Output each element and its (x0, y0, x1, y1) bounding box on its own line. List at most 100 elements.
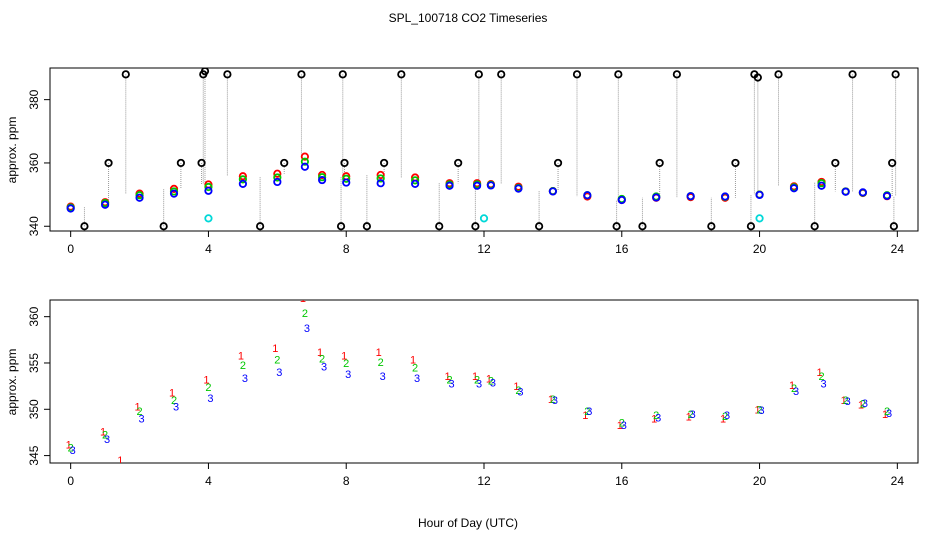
series-1-point: 1 (686, 412, 692, 424)
series-3-point: 3 (70, 445, 76, 457)
series-2-point: 2 (550, 394, 556, 406)
series-4-point (891, 70, 900, 79)
series-1-point: 1 (720, 414, 726, 426)
series-1-point (300, 152, 309, 161)
series-3-point (617, 195, 626, 205)
bottom-y-axis-label: approx. ppm (5, 349, 19, 416)
series-2-point (318, 173, 327, 182)
series-1-point: 1 (548, 394, 554, 406)
series-3-point: 3 (490, 377, 496, 389)
series-1-point: 1 (117, 455, 123, 467)
x-tick-label: 0 (67, 474, 74, 488)
series-3-point (583, 191, 592, 200)
series-2-point (411, 176, 420, 185)
series-2-point: 2 (843, 395, 849, 407)
series-1-point: 1 (238, 351, 244, 363)
series-1-point: 1 (134, 402, 140, 414)
series-4-point (831, 158, 840, 168)
series-1-point: 1 (513, 381, 519, 393)
series-1-point: 1 (66, 439, 72, 451)
series-2-point: 2 (474, 375, 480, 387)
series-4-point (256, 222, 265, 231)
series-2-point: 2 (319, 353, 325, 365)
series-3-point: 3 (552, 395, 558, 407)
series-4-point (340, 158, 349, 168)
series-2-point: 2 (653, 410, 659, 422)
x-tick-label: 24 (891, 242, 905, 256)
series-3-point (445, 181, 454, 190)
x-tick-label: 24 (891, 474, 905, 488)
series-2-point: 2 (68, 442, 74, 454)
series-4-point (159, 222, 168, 231)
series-1-point: 1 (100, 427, 106, 439)
bottom-y-ticks: 345 350 355 360 (27, 306, 50, 466)
series-2-point: 2 (488, 376, 494, 388)
series-3-point: 3 (862, 398, 868, 410)
series-3-point (841, 187, 850, 196)
y-tick-label: 380 (27, 89, 41, 109)
series-2-point: 2 (343, 358, 349, 370)
series-1-point: 1 (841, 395, 847, 407)
series-3-point: 3 (655, 413, 661, 425)
series-3-point (66, 204, 75, 213)
x-tick-label: 0 (67, 242, 74, 256)
y-tick-label: 360 (27, 306, 41, 326)
series-4-point (176, 158, 185, 168)
series-3-point (342, 178, 351, 187)
series-2-point (204, 182, 213, 192)
series-3-point: 3 (242, 373, 248, 385)
series-4-point (297, 70, 306, 79)
series-3-point (169, 189, 179, 198)
series-4-point (535, 222, 544, 231)
series-1-point: 1 (816, 367, 822, 379)
series-3-point: 3 (758, 405, 764, 417)
series-3-point (135, 193, 144, 202)
series-2-point: 2 (756, 404, 762, 416)
series-1-point: 1 (317, 347, 323, 359)
series-3-point: 3 (690, 409, 696, 421)
series-4-point (200, 68, 210, 76)
series-1-point: 1 (272, 343, 278, 355)
series-4-point (774, 70, 783, 79)
series-1-point: 1 (341, 351, 347, 363)
series-2-point: 2 (412, 363, 418, 375)
series-3-point (101, 200, 110, 209)
series-5-point (479, 214, 489, 223)
series-3-point: 3 (345, 369, 351, 381)
series-3-point: 3 (207, 393, 213, 405)
series-4-point (553, 158, 563, 168)
x-tick-label: 12 (477, 242, 491, 256)
series-4-point (471, 222, 480, 231)
series-2-point: 2 (446, 375, 452, 387)
series-1-point (376, 170, 385, 180)
series-3-point (376, 179, 385, 188)
series-3-point (686, 192, 695, 201)
x-tick-label: 12 (477, 474, 491, 488)
series-3-point (548, 187, 557, 196)
series-4-point (362, 222, 371, 231)
series-3-point: 3 (304, 323, 310, 335)
series-4-point (80, 222, 89, 231)
series-3-point (514, 184, 523, 193)
series-1-point: 1 (486, 374, 492, 386)
series-2-point: 2 (722, 411, 728, 423)
series-1-point: 1 (444, 371, 450, 383)
series-3-point: 3 (886, 408, 892, 420)
series-4-point (638, 222, 647, 231)
series-2-point: 2 (136, 406, 142, 418)
series-4-point (746, 222, 756, 231)
series-4-point (474, 70, 483, 79)
series-4-point (497, 70, 506, 79)
series-3-point (204, 186, 213, 195)
series-4-point (454, 158, 463, 168)
series-1-point: 1 (203, 375, 209, 387)
series-4-point (338, 70, 347, 79)
x-tick-label: 4 (205, 474, 212, 488)
series-4-point (888, 158, 897, 168)
series-4-point (572, 70, 582, 79)
series-3-point (755, 190, 764, 200)
series-2-point (300, 157, 309, 166)
series-4-point (707, 222, 716, 231)
